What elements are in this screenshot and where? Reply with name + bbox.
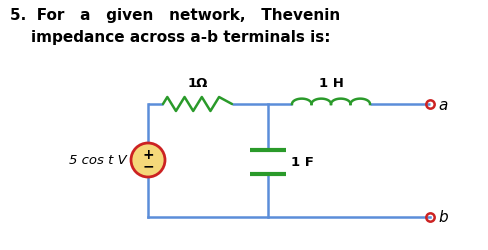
Text: 1 F: 1 F [290, 156, 313, 169]
Text: a: a [437, 97, 447, 112]
Text: +: + [142, 148, 154, 161]
Text: b: b [437, 210, 447, 224]
Text: 1 H: 1 H [318, 77, 343, 90]
Text: −: − [142, 158, 154, 172]
Circle shape [131, 144, 164, 177]
Text: impedance across a-b terminals is:: impedance across a-b terminals is: [10, 30, 330, 45]
Text: 5.  For   a   given   network,   Thevenin: 5. For a given network, Thevenin [10, 8, 340, 23]
Text: 1Ω: 1Ω [187, 77, 207, 90]
Text: 5 cos t V: 5 cos t V [69, 154, 127, 167]
